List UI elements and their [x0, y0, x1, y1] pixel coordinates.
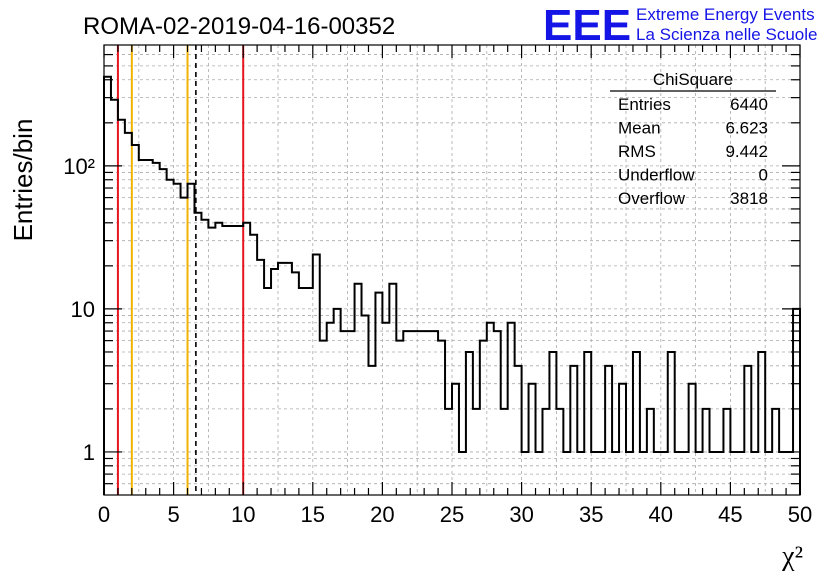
x-tick-label: 0	[98, 502, 110, 527]
y-tick-label: 10²	[63, 154, 95, 179]
x-tick-label: 5	[167, 502, 179, 527]
x-tick-label: 20	[370, 502, 394, 527]
stats-label: Overflow	[618, 189, 686, 208]
stats-title: ChiSquare	[653, 70, 733, 89]
y-tick-label: 10	[71, 297, 95, 322]
stats-value: 0	[759, 166, 768, 185]
x-tick-label: 10	[231, 502, 255, 527]
x-axis-label: χ²	[781, 541, 803, 572]
x-tick-label: 45	[718, 502, 742, 527]
stats-label: Entries	[618, 95, 671, 114]
stats-value: 3818	[730, 189, 768, 208]
x-tick-label: 40	[649, 502, 673, 527]
x-tick-label: 30	[509, 502, 533, 527]
logo-line-2: La Scienza nelle Scuole	[636, 25, 817, 44]
x-tick-label: 15	[301, 502, 325, 527]
marker-lines	[116, 45, 245, 495]
logo-text: EEE	[543, 1, 631, 50]
logo-line-1: Extreme Energy Events	[636, 5, 815, 24]
stats-rows: Entries 6440 Mean 6.623 RMS 9.442 Underflow 0 Ov…	[618, 95, 768, 208]
y-axis-label: Entries/bin	[8, 119, 38, 242]
stats-label: Mean	[618, 119, 661, 138]
stats-value: 6.623	[725, 119, 768, 138]
stats-box: ChiSquare Entries 6440 Mean 6.623 RMS 9.442 Un…	[610, 70, 776, 208]
histogram	[103, 75, 801, 495]
x-tick-label: 35	[579, 502, 603, 527]
stats-value: 6440	[730, 95, 768, 114]
y-tick-label: 1	[83, 440, 95, 465]
x-tick-label: 25	[440, 502, 464, 527]
stats-value: 9.442	[725, 142, 768, 161]
stats-label: Underflow	[618, 166, 695, 185]
run-title: ROMA-02-2019-04-16-00352	[83, 13, 395, 40]
stats-label: RMS	[618, 142, 656, 161]
x-tick-label: 50	[788, 502, 812, 527]
eee-logo: EEE Extreme Energy Events La Scienza nel…	[543, 1, 817, 50]
axis-ticks: 0 5 10 15 20 25 30 35 40 45 50 1 10 10²	[63, 45, 812, 527]
histogram-bars	[103, 75, 801, 495]
